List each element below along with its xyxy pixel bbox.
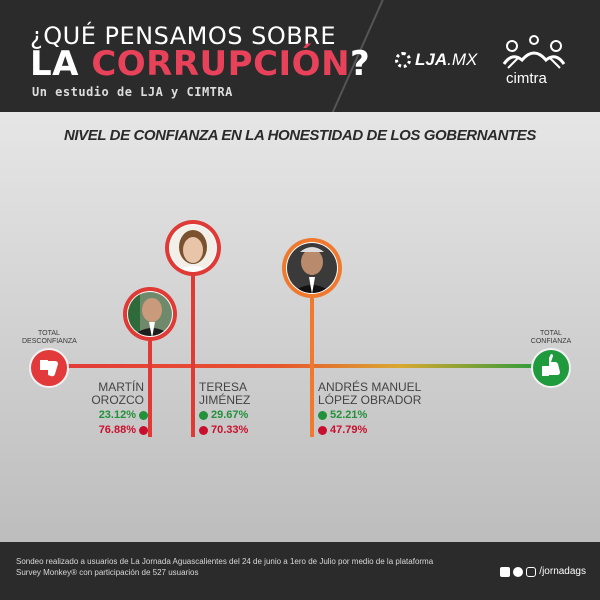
title-corrupcion: CORRUPCIÓN	[91, 44, 351, 84]
title-line-1: ¿QUÉ PENSAMOS SOBRE	[30, 22, 337, 50]
martin-confidence-value: 23.12%	[98, 409, 136, 421]
teresa-distrust-value: 70.33%	[211, 424, 249, 436]
social-handle[interactable]: /jornadags	[539, 566, 586, 577]
thumbs-up-icon	[318, 410, 327, 420]
martin-confidence: 23.12%	[92, 408, 148, 422]
instagram-icon[interactable]	[526, 566, 537, 577]
teresa-confidence: 29.67%	[196, 408, 248, 422]
thumbs-up-icon	[139, 410, 148, 420]
martin-name-line2: OROZCO	[91, 393, 144, 407]
twitter-icon[interactable]	[513, 566, 524, 577]
cimtra-logo-text: cimtra	[506, 70, 547, 87]
amlo-name-line2: LÓPEZ OBRADOR	[318, 393, 422, 407]
martin-distrust-value: 76.88%	[98, 424, 136, 436]
main-area	[0, 112, 600, 542]
lja-logo-text: LJA	[415, 50, 448, 69]
teresa-name: TERESA JIMÉNEZ	[199, 381, 279, 407]
total-distrust-label: TOTAL DESCONFIANZA	[22, 330, 77, 346]
avatar-martin	[123, 287, 177, 341]
social-links: /jornadags	[500, 566, 586, 577]
header-banner: ¿QUÉ PENSAMOS SOBRE LA CORRUPCIÓN? Un es…	[0, 0, 600, 112]
teresa-stem	[191, 272, 195, 437]
teresa-confidence-value: 29.67%	[211, 409, 249, 421]
thumbs-down-icon	[199, 425, 208, 435]
sun-icon	[395, 52, 411, 68]
title-question-mark: ?	[350, 44, 371, 84]
chart-heading: NIVEL DE CONFIANZA EN LA HONESTIDAD DE L…	[63, 127, 537, 144]
avatar-amlo	[282, 238, 342, 298]
survey-note-line1: Sondeo realizado a usuarios de La Jornad…	[16, 557, 434, 566]
total-confidence-text: TOTAL CONFIANZA	[530, 330, 572, 345]
thumbs-down-icon	[139, 425, 148, 435]
total-distrust-text: TOTAL DESCONFIANZA	[22, 330, 77, 345]
amlo-distrust: 47.79%	[315, 423, 367, 437]
thumbs-down-icon	[318, 425, 327, 435]
martin-distrust: 76.88%	[92, 423, 148, 437]
thumbs-down-icon	[29, 348, 69, 388]
footer: Sondeo realizado a usuarios de La Jornad…	[0, 542, 600, 600]
teresa-distrust: 70.33%	[196, 423, 248, 437]
teresa-name-line2: JIMÉNEZ	[199, 393, 251, 407]
amlo-stem	[310, 294, 314, 437]
survey-note: Sondeo realizado a usuarios de La Jornad…	[16, 556, 436, 578]
teresa-name-line1: TERESA	[199, 380, 248, 394]
facebook-icon[interactable]	[500, 566, 511, 577]
amlo-confidence: 52.21%	[315, 408, 367, 422]
amlo-name-line1: ANDRÉS MANUEL	[318, 380, 422, 394]
amlo-confidence-value: 52.21%	[330, 409, 368, 421]
survey-note-line2: Survey Monkey® con participación de 527 …	[16, 568, 199, 577]
avatar-teresa	[165, 220, 221, 276]
title-line-2: LA CORRUPCIÓN?	[30, 44, 370, 84]
amlo-name: ANDRÉS MANUEL LÓPEZ OBRADOR	[318, 381, 458, 407]
amlo-distrust-value: 47.79%	[330, 424, 368, 436]
lja-logo: LJA .MX	[395, 50, 477, 70]
martin-stem	[148, 337, 152, 437]
lja-logo-suffix: .MX	[447, 50, 478, 69]
thumbs-up-icon	[531, 348, 571, 388]
scale-line	[50, 364, 550, 368]
cimtra-logo-icon	[502, 35, 566, 69]
thumbs-up-icon	[199, 410, 208, 420]
total-confidence-label: TOTAL CONFIANZA	[524, 330, 578, 346]
martin-name: MARTÍN OROZCO	[88, 381, 144, 407]
title-la: LA	[30, 44, 92, 84]
subtitle: Un estudio de LJA y CIMTRA	[32, 85, 233, 99]
martin-name-line1: MARTÍN	[98, 380, 144, 394]
